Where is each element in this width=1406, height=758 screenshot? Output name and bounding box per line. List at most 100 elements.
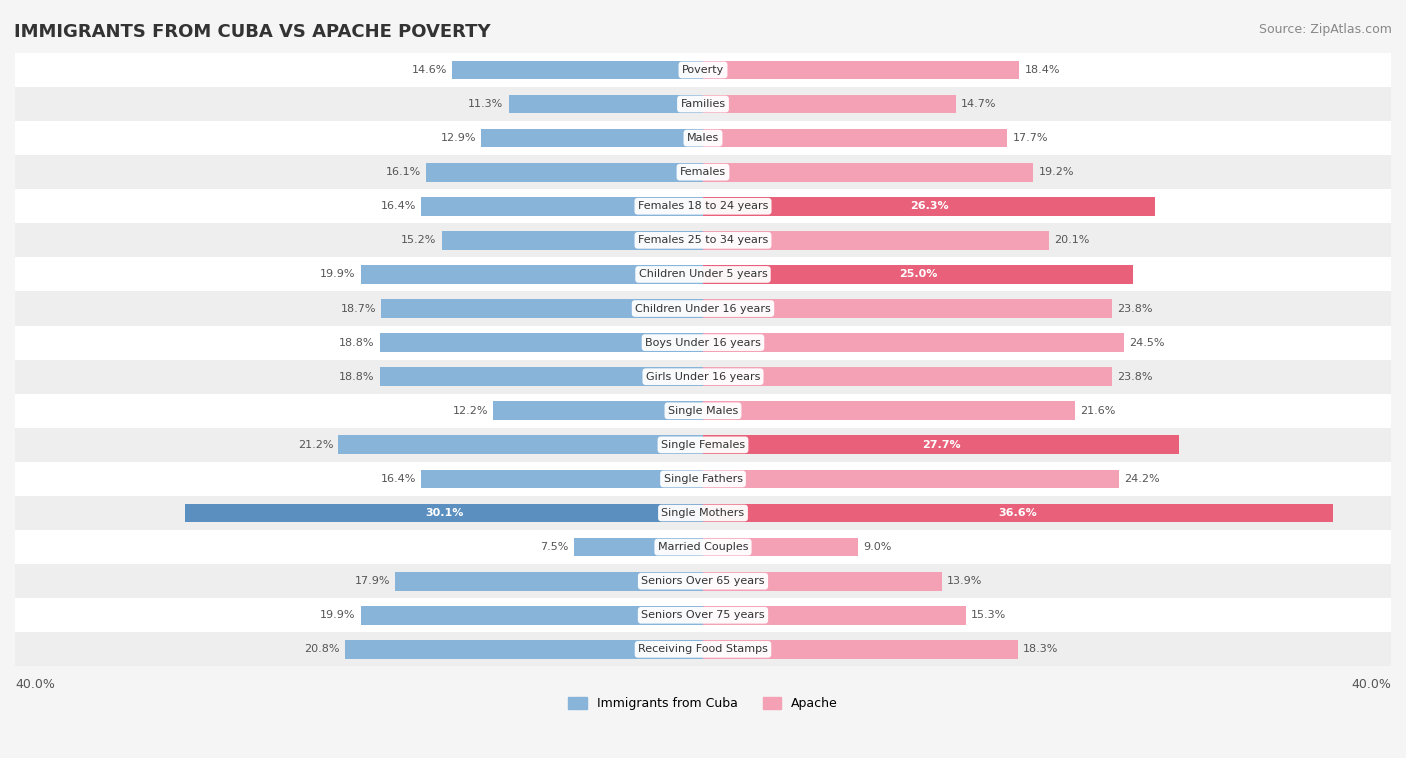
Bar xyxy=(380,334,703,352)
Bar xyxy=(703,61,1019,80)
Text: 24.2%: 24.2% xyxy=(1125,474,1160,484)
Text: Boys Under 16 years: Boys Under 16 years xyxy=(645,337,761,348)
Text: 17.9%: 17.9% xyxy=(354,576,389,586)
Bar xyxy=(15,564,1391,598)
Text: 23.8%: 23.8% xyxy=(1118,303,1153,314)
Text: 18.7%: 18.7% xyxy=(340,303,377,314)
Text: Married Couples: Married Couples xyxy=(658,542,748,552)
Bar xyxy=(15,393,1391,428)
Bar xyxy=(339,436,703,454)
Text: 40.0%: 40.0% xyxy=(15,678,55,691)
Legend: Immigrants from Cuba, Apache: Immigrants from Cuba, Apache xyxy=(562,692,844,716)
Text: 12.2%: 12.2% xyxy=(453,406,488,416)
Text: Receiving Food Stamps: Receiving Food Stamps xyxy=(638,644,768,654)
Bar xyxy=(703,402,1074,420)
Text: Females 18 to 24 years: Females 18 to 24 years xyxy=(638,202,768,211)
Bar xyxy=(703,572,942,590)
Text: 21.6%: 21.6% xyxy=(1080,406,1115,416)
Bar xyxy=(15,359,1391,393)
Bar xyxy=(703,606,966,625)
Text: 19.9%: 19.9% xyxy=(321,610,356,620)
Text: 15.2%: 15.2% xyxy=(401,235,436,246)
Bar xyxy=(15,224,1391,258)
Text: Females: Females xyxy=(681,168,725,177)
Bar xyxy=(703,368,1112,386)
Bar xyxy=(15,121,1391,155)
Bar xyxy=(420,197,703,215)
Text: 14.7%: 14.7% xyxy=(960,99,997,109)
Text: Single Mothers: Single Mothers xyxy=(661,508,745,518)
Text: Children Under 16 years: Children Under 16 years xyxy=(636,303,770,314)
Bar xyxy=(380,368,703,386)
Text: IMMIGRANTS FROM CUBA VS APACHE POVERTY: IMMIGRANTS FROM CUBA VS APACHE POVERTY xyxy=(14,23,491,41)
Text: 16.4%: 16.4% xyxy=(381,474,416,484)
Text: 9.0%: 9.0% xyxy=(863,542,891,552)
Bar xyxy=(703,436,1180,454)
Text: 18.8%: 18.8% xyxy=(339,337,374,348)
Text: Single Males: Single Males xyxy=(668,406,738,416)
Bar xyxy=(703,95,956,114)
Bar xyxy=(186,503,703,522)
Text: 24.5%: 24.5% xyxy=(1129,337,1166,348)
Text: 20.1%: 20.1% xyxy=(1054,235,1090,246)
Text: Seniors Over 65 years: Seniors Over 65 years xyxy=(641,576,765,586)
Text: 14.6%: 14.6% xyxy=(412,65,447,75)
Bar xyxy=(481,129,703,148)
Bar xyxy=(15,292,1391,326)
Text: 17.7%: 17.7% xyxy=(1012,133,1047,143)
Text: 23.8%: 23.8% xyxy=(1118,371,1153,382)
Text: 11.3%: 11.3% xyxy=(468,99,503,109)
Bar xyxy=(15,530,1391,564)
Text: 7.5%: 7.5% xyxy=(540,542,569,552)
Bar xyxy=(441,231,703,249)
Text: 16.4%: 16.4% xyxy=(381,202,416,211)
Text: 27.7%: 27.7% xyxy=(922,440,960,449)
Bar xyxy=(15,155,1391,190)
Text: 21.2%: 21.2% xyxy=(298,440,333,449)
Bar xyxy=(395,572,703,590)
Bar xyxy=(381,299,703,318)
Text: 40.0%: 40.0% xyxy=(1351,678,1391,691)
Bar xyxy=(703,231,1049,249)
Text: 19.2%: 19.2% xyxy=(1039,168,1074,177)
Bar xyxy=(15,258,1391,292)
Text: 18.4%: 18.4% xyxy=(1025,65,1060,75)
Text: 19.9%: 19.9% xyxy=(321,269,356,280)
Bar xyxy=(15,598,1391,632)
Text: Single Females: Single Females xyxy=(661,440,745,449)
Bar xyxy=(426,163,703,182)
Bar xyxy=(703,129,1008,148)
Text: Girls Under 16 years: Girls Under 16 years xyxy=(645,371,761,382)
Text: Single Fathers: Single Fathers xyxy=(664,474,742,484)
Text: Females 25 to 34 years: Females 25 to 34 years xyxy=(638,235,768,246)
Bar xyxy=(703,265,1133,283)
Bar xyxy=(15,462,1391,496)
Text: 18.8%: 18.8% xyxy=(339,371,374,382)
Text: Source: ZipAtlas.com: Source: ZipAtlas.com xyxy=(1258,23,1392,36)
Text: 20.8%: 20.8% xyxy=(305,644,340,654)
Bar xyxy=(494,402,703,420)
Text: 26.3%: 26.3% xyxy=(910,202,949,211)
Bar xyxy=(703,334,1125,352)
Text: Males: Males xyxy=(688,133,718,143)
Bar xyxy=(15,632,1391,666)
Bar xyxy=(361,606,703,625)
Text: Seniors Over 75 years: Seniors Over 75 years xyxy=(641,610,765,620)
Bar xyxy=(346,640,703,659)
Bar xyxy=(509,95,703,114)
Bar xyxy=(703,299,1112,318)
Text: Families: Families xyxy=(681,99,725,109)
Text: 16.1%: 16.1% xyxy=(385,168,420,177)
Bar xyxy=(15,87,1391,121)
Bar xyxy=(15,496,1391,530)
Text: 13.9%: 13.9% xyxy=(948,576,983,586)
Text: 25.0%: 25.0% xyxy=(898,269,938,280)
Bar xyxy=(15,53,1391,87)
Bar xyxy=(703,537,858,556)
Bar xyxy=(15,190,1391,224)
Text: 30.1%: 30.1% xyxy=(425,508,464,518)
Text: 12.9%: 12.9% xyxy=(440,133,477,143)
Bar xyxy=(703,163,1033,182)
Text: 18.3%: 18.3% xyxy=(1024,644,1059,654)
Bar xyxy=(703,503,1333,522)
